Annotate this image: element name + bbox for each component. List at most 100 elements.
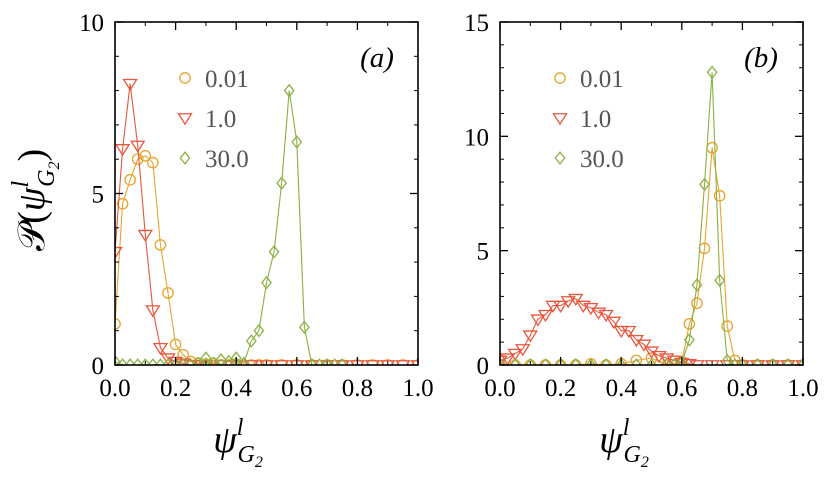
data-point-0.01 [124,173,136,186]
data-point-1.0 [515,344,531,357]
legend-marker-0.01 [554,72,566,84]
data-point-1.0 [198,360,214,365]
data-point-30.0 [139,358,151,365]
data-point-1.0 [213,360,229,365]
data-point-1.0 [621,325,637,339]
data-point-1.0 [780,360,796,365]
data-point-30.0 [245,334,257,348]
y-label-psi: ψ [11,186,53,211]
data-point-1.0 [130,140,146,153]
data-point-1.0 [258,360,275,365]
data-point-0.01 [630,354,643,365]
data-point-30.0 [215,353,227,365]
data-point-30.0 [155,358,166,365]
svg-text:ψlG2: ψl G2 [599,415,649,471]
data-point-30.0 [646,358,657,365]
series-line-0.01 [500,147,803,365]
x-tick-label: 1.0 [787,375,818,402]
y-label-sub-num: 2 [46,161,63,169]
x-label-b-psi: ψ [599,419,624,461]
data-point-1.0 [636,339,652,352]
data-point-1.0 [243,360,260,365]
data-point-1.0 [145,305,161,318]
data-point-30.0 [752,358,763,365]
data-point-1.0 [115,246,123,260]
legend: 0.01 1.0 30.0 [177,66,249,173]
data-point-0.01 [147,156,159,169]
y-tick-label: 0 [92,353,105,380]
data-point-1.0 [500,355,508,365]
data-point-1.0 [598,309,614,323]
data-point-30.0 [585,358,597,365]
data-point-30.0 [283,83,295,98]
panel-a: 0.0 0.2 0.4 0.6 0.8 1.0 0 5 10 (a) 0.01 1.0 30.0 [79,10,434,402]
data-point-30.0 [314,358,325,365]
data-point-30.0 [177,358,189,365]
data-point-30.0 [268,244,280,259]
legend-marker-1.0 [552,113,568,126]
series-line-1.0 [115,83,418,365]
data-point-30.0 [223,354,235,365]
data-point-30.0 [192,356,204,365]
series-line-30.0 [115,90,343,365]
data-point-1.0 [500,353,516,365]
data-point-30.0 [291,135,303,149]
data-point-30.0 [736,358,748,365]
x-tick-label: 1.0 [402,375,433,402]
x-axis-label-b: ψl G2 [599,415,649,471]
data-point-30.0 [253,323,265,338]
y-tick-label: 0 [477,353,490,380]
data-point-30.0 [721,353,733,365]
data-point-30.0 [238,356,250,365]
data-point-30.0 [208,356,219,365]
data-point-30.0 [683,333,695,347]
x-label-b-sub-num: 2 [641,454,649,471]
panel-label: (b) [744,42,778,74]
data-point-1.0 [122,78,138,92]
data-point-0.01 [169,338,182,351]
x-axis-label-a: ψl G2 [213,415,263,471]
panel-b: 0.0 0.2 0.4 0.6 0.8 1.0 0 5 10 15 (b) 0.01 1.0 30.0 [464,10,819,402]
x-tick-label: 0.4 [221,375,253,402]
data-point-1.0 [137,229,153,243]
legend-label-30.0: 30.0 [205,146,249,173]
data-point-30.0 [691,278,703,292]
series-line-1.0 [500,298,803,365]
y-label-close: ) [11,149,53,162]
data-point-30.0 [329,358,341,365]
y-label-sub-letter: G [34,169,60,186]
data-point-30.0 [555,358,567,365]
data-point-30.0 [676,355,688,365]
data-point-30.0 [115,354,121,365]
data-point-1.0 [689,360,705,365]
legend-marker-0.01 [179,72,191,84]
data-point-1.0 [160,353,176,365]
x-label-a-sub-letter: G [237,442,254,468]
x-tick-label: 0.0 [484,375,515,402]
data-point-30.0 [321,358,333,365]
data-point-30.0 [276,176,288,191]
data-point-1.0 [545,300,561,313]
data-point-1.0 [568,293,584,307]
data-point-1.0 [304,360,320,365]
x-tick-label: 0.2 [160,375,191,402]
legend-label-0.01: 0.01 [205,66,249,93]
x-label-a-psi: ψ [213,419,238,461]
data-point-1.0 [552,300,569,313]
data-point-30.0 [729,358,741,365]
data-point-30.0 [661,358,673,365]
y-tick-label: 5 [92,182,105,209]
data-point-30.0 [124,358,136,365]
data-point-0.01 [683,317,696,330]
data-point-30.0 [147,358,159,365]
data-point-0.01 [713,189,726,202]
svg-text:ψlG2: ψl G2 [213,415,263,471]
x-tick-label: 0.8 [342,375,373,402]
legend-label-0.01: 0.01 [580,66,624,93]
data-point-30.0 [782,358,794,365]
data-point-30.0 [509,358,521,365]
data-point-0.01 [131,153,144,166]
data-point-1.0 [537,309,554,323]
data-point-1.0 [605,316,622,329]
